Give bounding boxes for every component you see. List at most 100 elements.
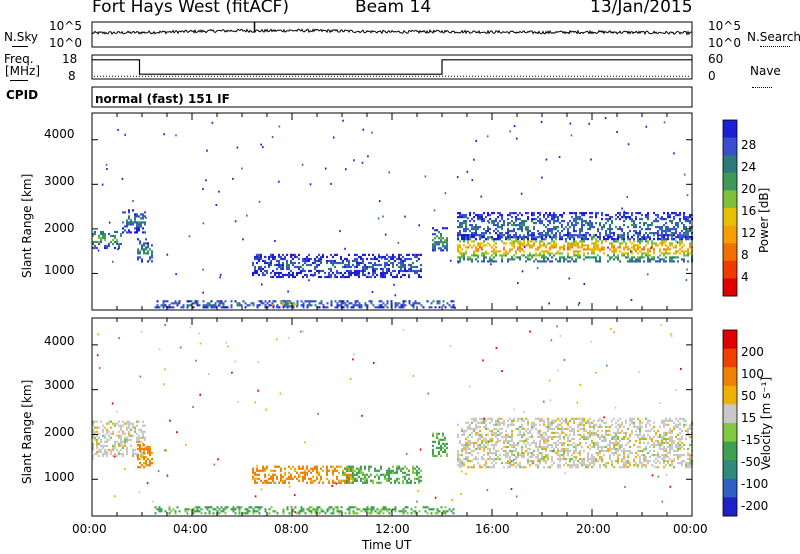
nave-right-tick-bottom: 0 — [708, 69, 716, 83]
power-cell — [254, 269, 256, 273]
power-cell — [675, 246, 677, 249]
velocity-cell — [469, 466, 471, 469]
power-cell — [402, 304, 405, 307]
power-cell — [216, 300, 219, 303]
velocity-cell — [100, 440, 102, 443]
power-cell — [637, 240, 639, 243]
power-cell — [141, 248, 143, 251]
power-cell — [396, 273, 398, 277]
power-cell — [282, 261, 284, 265]
power-cell — [503, 222, 505, 225]
power-cell — [507, 230, 509, 233]
power-cell — [334, 300, 337, 303]
n-sky-series — [91, 28, 693, 36]
velocity-cell — [151, 458, 153, 461]
velocity-cell — [312, 481, 314, 484]
power-cell — [302, 257, 304, 261]
power-cell — [459, 212, 461, 215]
power-cell — [569, 234, 571, 237]
power-cell — [635, 216, 637, 219]
velocity-cell — [551, 456, 553, 459]
power-cell — [533, 212, 535, 215]
power-cell — [270, 253, 272, 256]
power-cell — [679, 218, 681, 221]
velocity-cell — [344, 481, 346, 484]
xtick-2: 08:00 — [274, 522, 309, 536]
velocity-cell — [647, 421, 649, 424]
n-search-legend-line — [760, 46, 790, 47]
power-cell — [543, 252, 545, 255]
power-cell — [583, 236, 585, 239]
power-cell — [491, 222, 493, 225]
power-scatter — [309, 183, 312, 186]
power-scatter — [523, 246, 526, 249]
velocity-cell — [557, 427, 559, 430]
power-scatter — [650, 246, 653, 249]
power-cell — [434, 249, 436, 252]
velocity-cell — [322, 469, 324, 472]
power-cell — [463, 252, 465, 255]
power-cell — [645, 252, 647, 255]
power-cell — [511, 240, 513, 243]
power-cell — [567, 230, 569, 233]
velocity-cell — [621, 429, 623, 432]
velocity-cell — [328, 481, 330, 484]
power-cell — [679, 240, 681, 243]
velocity-cell — [469, 447, 471, 451]
power-cell — [336, 253, 338, 256]
velocity-cell — [653, 443, 655, 447]
velocity-cell — [120, 442, 122, 445]
power-cell — [661, 218, 663, 221]
velocity-cell — [683, 447, 685, 451]
velocity-cell — [507, 454, 509, 457]
power-cell — [334, 259, 336, 263]
velocity-cell — [238, 508, 241, 511]
power-cell — [599, 222, 601, 225]
power-cell — [669, 214, 671, 217]
power-cell — [475, 246, 477, 249]
power-cell — [579, 236, 581, 239]
power-cell — [637, 238, 639, 241]
power-cell — [649, 248, 651, 251]
velocity-cell — [627, 437, 629, 440]
velocity-cell — [549, 421, 551, 424]
velocity-cell — [525, 445, 527, 449]
power-cell — [457, 220, 459, 223]
power-cell — [137, 250, 139, 253]
power-cell — [647, 242, 649, 245]
power-cell — [346, 304, 349, 307]
power-cell — [593, 246, 595, 249]
power-cell — [459, 250, 461, 253]
power-cell — [400, 253, 402, 256]
velocity-cell — [459, 464, 461, 467]
power-scatter — [663, 121, 666, 124]
power-cell — [513, 222, 515, 225]
velocity-scatter — [603, 416, 605, 419]
velocity-cell — [541, 435, 543, 438]
velocity-cell — [507, 435, 509, 438]
velocity-cell — [563, 441, 565, 445]
power-cell — [106, 244, 108, 248]
power-cell — [593, 250, 595, 253]
velocity-cell — [671, 431, 673, 434]
power-cell — [320, 300, 323, 303]
power-cell — [278, 263, 280, 267]
velocity-cell — [364, 477, 366, 480]
velocity-cell — [589, 431, 591, 434]
power-cell — [609, 258, 611, 261]
velocity-cell — [601, 429, 603, 432]
velocity-cell — [581, 419, 583, 422]
velocity-cell — [136, 420, 138, 423]
velocity-cell — [519, 431, 521, 434]
velocity-cell — [96, 444, 98, 447]
velocity-cell — [137, 458, 139, 461]
power-cell — [306, 275, 308, 279]
power-cell — [164, 304, 167, 307]
power-scatter — [604, 117, 607, 119]
velocity-cell — [573, 445, 575, 449]
power-cell — [380, 275, 382, 279]
velocity-cell — [358, 469, 360, 472]
power-cell — [567, 224, 569, 227]
velocity-cell — [392, 471, 394, 474]
power-cell — [521, 214, 523, 217]
